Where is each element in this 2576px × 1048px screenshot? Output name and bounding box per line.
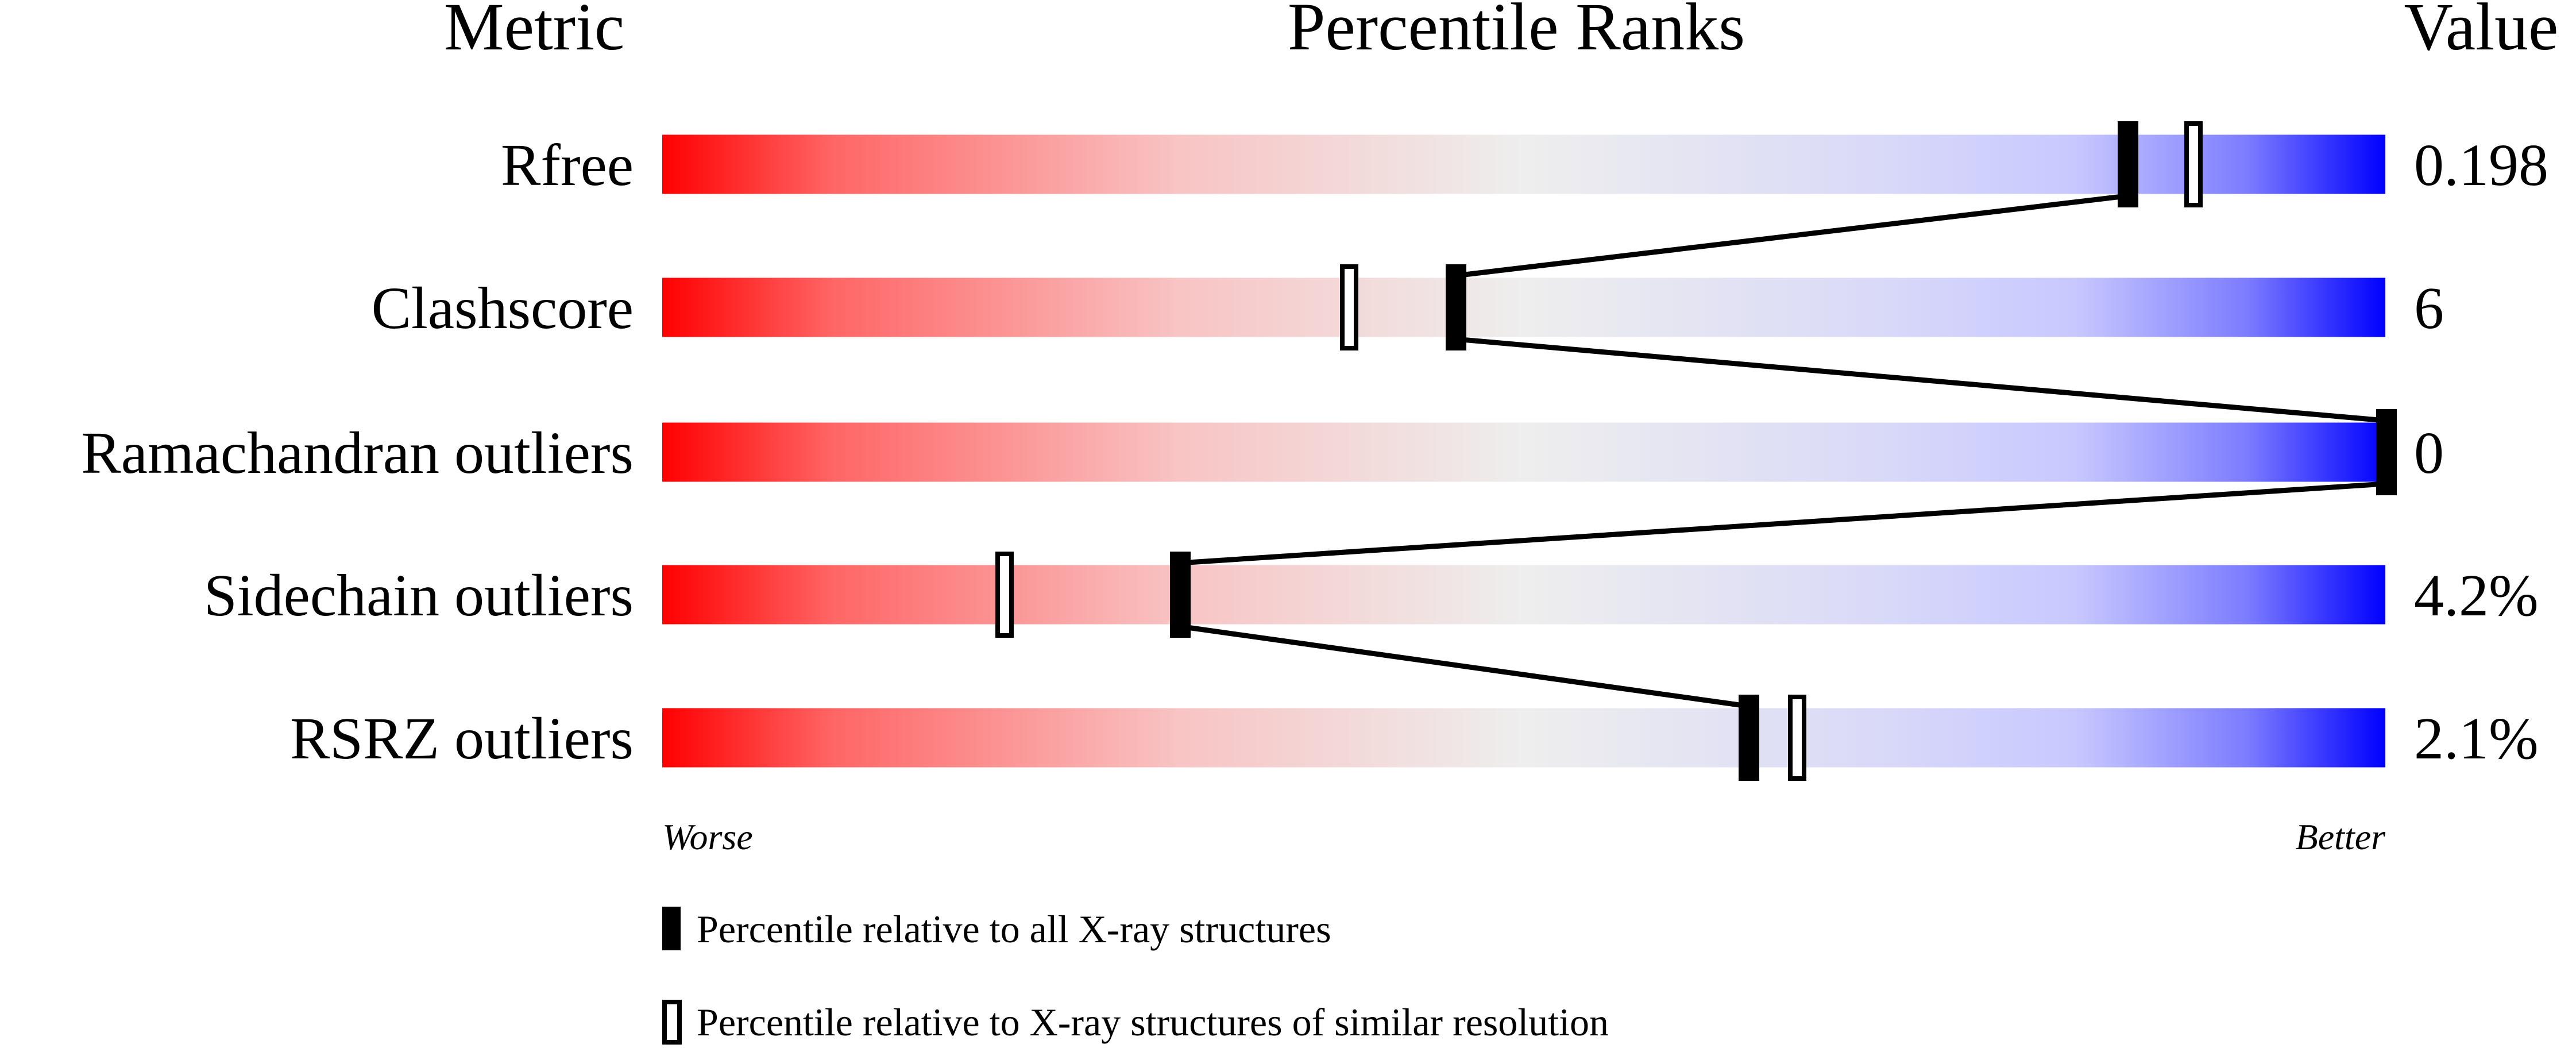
header-value: Value [2404, 0, 2559, 64]
better-label: Better [2296, 816, 2386, 857]
header-ranks: Percentile Ranks [1288, 0, 1745, 64]
metric-label: Clashscore [372, 275, 634, 341]
metric-label: Ramachandran outliers [81, 420, 634, 486]
metric-value: 2.1% [2414, 706, 2539, 772]
connector-line [1179, 481, 2386, 566]
percentile-bar [662, 134, 2385, 194]
marker-similar-resolution [995, 552, 1014, 638]
marker-similar-resolution [1788, 695, 1806, 781]
metric-label: Rfree [501, 132, 634, 198]
marker-all-structures [1446, 264, 1466, 350]
metric-label: RSRZ outliers [290, 706, 634, 772]
marker-all-structures [1739, 695, 1759, 781]
marker-all-structures [1170, 552, 1191, 638]
legend-filled-marker [662, 907, 681, 950]
metric-value: 4.2% [2414, 562, 2539, 629]
connector-line [1454, 193, 2127, 279]
connector-line [1179, 623, 1748, 709]
percentile-bar [662, 708, 2385, 768]
percentile-bar [662, 422, 2385, 482]
marker-all-structures [2376, 409, 2397, 495]
header-metric: Metric [444, 0, 625, 64]
worse-label: Worse [662, 816, 753, 857]
metric-value: 0.198 [2414, 132, 2548, 198]
percentile-bar [662, 278, 2385, 337]
metric-value: 6 [2414, 275, 2444, 341]
legend-filled-label: Percentile relative to all X-ray structu… [697, 907, 1331, 951]
connector-line [1454, 336, 2386, 423]
marker-all-structures [2118, 121, 2138, 207]
legend-open-marker [662, 1000, 682, 1045]
metric-label: Sidechain outliers [204, 562, 634, 629]
legend-open-label: Percentile relative to X-ray structures … [697, 1000, 1609, 1044]
marker-similar-resolution [1340, 264, 1358, 350]
marker-similar-resolution [2184, 121, 2203, 207]
percentile-bar [662, 565, 2385, 625]
metric-value: 0 [2414, 420, 2444, 486]
